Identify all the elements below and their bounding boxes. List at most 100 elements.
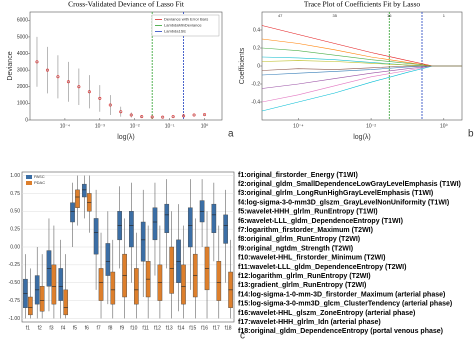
box bbox=[86, 193, 92, 212]
y-tick-label: 0.4 bbox=[253, 27, 260, 33]
data-point bbox=[182, 114, 186, 118]
data-point bbox=[161, 115, 165, 119]
box bbox=[169, 246, 175, 294]
top-tick-label: 1 bbox=[443, 13, 446, 18]
data-point bbox=[192, 113, 196, 117]
x-tick-label: f17 bbox=[213, 325, 220, 331]
legend-swatch bbox=[26, 181, 32, 185]
y-tick-label: -0.2 bbox=[251, 81, 260, 87]
feature-label: f8:original_glrlm_RunEntropy (T2WI) bbox=[238, 236, 360, 243]
x-tick-label: 10⁰ bbox=[201, 123, 209, 129]
y-axis-label: Coefficients bbox=[239, 47, 246, 84]
box bbox=[216, 261, 222, 301]
x-tick-label: f15 bbox=[189, 325, 196, 331]
panel-label: b bbox=[468, 129, 474, 140]
x-tick-label: 10⁻³ bbox=[95, 123, 105, 129]
top-tick-label: 16 bbox=[387, 13, 392, 18]
y-tick-label: 0.50 bbox=[10, 209, 20, 215]
y-tick-label: 0 bbox=[25, 117, 28, 123]
x-tick-label: 10⁻⁴ bbox=[293, 123, 303, 129]
feature-label: f13:gradient_glrlm_RunEntropy (T2WI) bbox=[238, 282, 366, 289]
data-point bbox=[56, 75, 60, 79]
y-axis-label: Deviance bbox=[7, 51, 14, 80]
y-tick-label: -1.00 bbox=[9, 316, 21, 322]
feature-label: f12:logarithm_glrlm_RunEntropy (T2WI) bbox=[238, 273, 371, 280]
y-tick-label: 3000 bbox=[17, 67, 28, 73]
y-tick-label: 2000 bbox=[17, 84, 28, 90]
y-tick-label: 0.2 bbox=[253, 45, 260, 51]
box bbox=[164, 203, 170, 233]
box bbox=[181, 264, 186, 305]
panel-label: a bbox=[228, 129, 234, 140]
panel-label: c bbox=[240, 331, 245, 340]
y-tick-label: 0.25 bbox=[10, 226, 20, 232]
feature-label: f5:wavelet-HHH_glrlm_RunEntropy (T1WI) bbox=[238, 209, 378, 216]
x-tick-label: f1 bbox=[26, 325, 30, 331]
feature-label: f17:wavelet-HHH_glrlm_Idn (arterial phas… bbox=[238, 319, 381, 326]
legend-label: Deviance with Error Bars bbox=[164, 17, 208, 22]
feature-label: f6:wavelet-LLL_gldm_DependenceEntropy (T… bbox=[238, 218, 403, 225]
x-tick-label: f10 bbox=[130, 325, 137, 331]
x-tick-label: 10⁻² bbox=[130, 123, 140, 129]
data-point bbox=[171, 115, 175, 119]
feature-label: f11:wavelet-LLL_gldm_DependenceEntropy (… bbox=[238, 264, 406, 271]
feature-label: f18:original_gldm_DependenceEntropy (por… bbox=[238, 328, 443, 335]
x-tick-label: f7 bbox=[96, 325, 100, 331]
x-axis-label: log(λ) bbox=[353, 134, 371, 141]
feature-label: f4:log-sigma-3-0-mm3D_glszm_GrayLevelNon… bbox=[238, 199, 449, 206]
y-tick-label: 4000 bbox=[17, 51, 28, 57]
y-tick-label: 6000 bbox=[17, 18, 28, 24]
feature-label: f9:original_ngtdm_Strength (T2WI) bbox=[238, 245, 353, 252]
x-tick-label: f9 bbox=[120, 325, 124, 331]
x-tick-label: 10⁻¹ bbox=[165, 123, 175, 129]
box bbox=[39, 286, 45, 312]
x-tick-label: f4 bbox=[61, 325, 65, 331]
box bbox=[110, 271, 116, 305]
box bbox=[93, 218, 99, 255]
coefficient-line bbox=[261, 65, 462, 71]
data-point bbox=[87, 90, 91, 94]
x-tick-label: f2 bbox=[38, 325, 42, 331]
chart-title: Trace Plot of Coefficients Fit by Lasso bbox=[304, 0, 420, 9]
box bbox=[63, 289, 69, 316]
data-point bbox=[66, 80, 70, 84]
x-tick-label: 10⁰ bbox=[440, 123, 448, 129]
x-tick-label: f14 bbox=[178, 325, 185, 331]
data-point bbox=[140, 115, 144, 119]
x-tick-label: 10⁻⁴ bbox=[60, 123, 70, 129]
y-tick-label: -0.25 bbox=[9, 262, 21, 268]
box bbox=[105, 243, 111, 276]
x-tick-label: f11 bbox=[142, 325, 149, 331]
x-axis-label: log(λ) bbox=[117, 134, 135, 141]
top-tick-label: 47 bbox=[278, 13, 283, 18]
box bbox=[28, 296, 33, 316]
legend-label: PDAC bbox=[34, 180, 45, 185]
data-point bbox=[45, 68, 49, 72]
box bbox=[98, 268, 104, 301]
box bbox=[211, 203, 217, 233]
feature-label: f15:log-sigma-3-0-mm3D_glcm_ClusterTende… bbox=[238, 301, 452, 308]
box bbox=[223, 214, 228, 244]
x-tick-label: 10⁻² bbox=[366, 123, 376, 129]
feature-label: f10:wavelet-HHL_firstorder_Minimum (T2WI… bbox=[238, 255, 385, 262]
x-tick-label: f18 bbox=[225, 325, 232, 331]
box bbox=[129, 211, 134, 248]
x-tick-label: f5 bbox=[73, 325, 77, 331]
box bbox=[152, 207, 158, 241]
feature-label: f14:log-sigma-1-0-mm-3D_firstorder_Maxim… bbox=[238, 291, 445, 298]
box bbox=[75, 189, 80, 208]
legend-label: LambdaMinDeviance bbox=[164, 23, 202, 28]
legend-label: PASC bbox=[34, 174, 45, 179]
data-point bbox=[129, 113, 133, 117]
feature-label: f16:wavelet-HHL_glszm_ZoneEntropy (arter… bbox=[238, 310, 415, 317]
x-tick-label: f12 bbox=[154, 325, 161, 331]
x-tick-label: f6 bbox=[85, 325, 89, 331]
box bbox=[70, 202, 75, 223]
y-tick-label: -0.50 bbox=[9, 280, 21, 286]
y-tick-label: -0.4 bbox=[251, 99, 260, 105]
chart-title: Cross-Validated Deviance of Lasso Fit bbox=[68, 0, 185, 9]
y-tick-label: -0.75 bbox=[9, 298, 21, 304]
box bbox=[187, 207, 193, 248]
x-tick-label: f13 bbox=[166, 325, 173, 331]
